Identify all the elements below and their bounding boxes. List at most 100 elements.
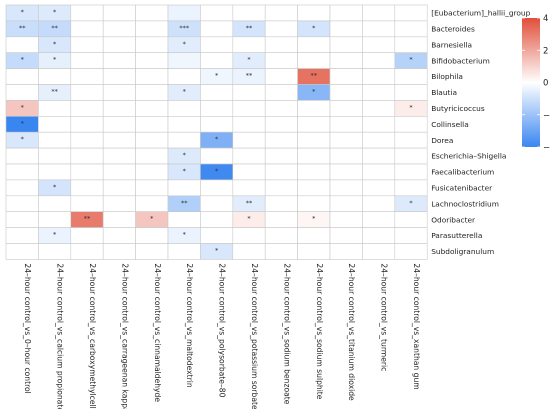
significance-marker: * [409, 199, 413, 207]
heatmap-cell [102, 195, 136, 213]
column-label: 24–hour control_vs_titanium dioxide [347, 263, 356, 401]
heatmap-cell [362, 116, 396, 133]
heatmap-cell [135, 147, 169, 165]
row-label: Barnesiella [431, 40, 472, 49]
heatmap-cell [297, 52, 331, 69]
column-label: 24–hour control_vs_calcium propionate [56, 263, 65, 409]
heatmap-cell [297, 195, 331, 213]
heatmap-cell [394, 84, 428, 101]
heatmap-cell [297, 243, 331, 260]
column-label: 24–hour control_vs_carrageenan kappa [120, 263, 129, 409]
heatmap-cell [329, 100, 363, 117]
significance-marker: ** [246, 24, 253, 32]
row-label: Parasutterella [431, 231, 482, 240]
heatmap-cell [102, 211, 136, 228]
color-legend-bar [522, 18, 540, 147]
heatmap-cell [102, 116, 136, 133]
heatmap-cell [297, 116, 331, 133]
heatmap-cell [264, 100, 298, 117]
heatmap-cell [167, 179, 201, 197]
row-label: Faecalibacterium [431, 168, 494, 177]
heatmap-cell [264, 84, 298, 101]
color-legend-ticks: 4 2 0 −2 −4 [522, 14, 550, 153]
heatmap-cell [167, 4, 201, 22]
heatmap-cell [200, 195, 234, 213]
heatmap-cell [362, 179, 396, 197]
column-label: 24–hour control_vs_polysorbate–80 [218, 263, 227, 397]
heatmap-cell [200, 227, 234, 244]
row-label: Bilophila [431, 72, 463, 81]
heatmap-cell [232, 131, 266, 149]
heatmap-cell [135, 36, 169, 53]
significance-marker: * [53, 183, 57, 191]
row-label: Odoribacter [431, 215, 476, 224]
heatmap-cell [297, 4, 331, 22]
heatmap-cell [102, 243, 136, 260]
heatmap-cell [167, 131, 201, 149]
heatmap-cell [264, 4, 298, 22]
heatmap-cell [5, 147, 39, 165]
row-label: [Eubacterium]_hallii_group [431, 9, 530, 18]
heatmap-cell [394, 20, 428, 38]
heatmap-cell [362, 163, 396, 181]
heatmap-cell [232, 147, 266, 165]
heatmap-cell [5, 227, 39, 244]
row-label: Lachnoclostridium [431, 199, 499, 208]
column-label: 24–hour control_vs_maltodextrin [185, 263, 194, 387]
significance-marker: * [53, 40, 57, 48]
heatmap-cell [102, 68, 136, 85]
heatmap-cell [135, 163, 169, 181]
heatmap-cell [102, 52, 136, 69]
heatmap-cell [394, 243, 428, 260]
row-label: Butyricicoccus [431, 104, 485, 113]
heatmap-cell [232, 243, 266, 260]
heatmap-cell [102, 36, 136, 53]
heatmap-cell [232, 179, 266, 197]
heatmap-cell [135, 84, 169, 101]
heatmap-cell [297, 147, 331, 165]
heatmap-cell [297, 163, 331, 181]
heatmap-cell [264, 195, 298, 213]
heatmap-cell [329, 179, 363, 197]
heatmap-cell [264, 116, 298, 133]
heatmap-cell [297, 100, 331, 117]
heatmap-cell [297, 227, 331, 244]
significance-marker: * [21, 135, 25, 143]
heatmap-cell [362, 195, 396, 213]
heatmap-cell [200, 52, 234, 69]
heatmap-cell [5, 243, 39, 260]
heatmap-cell [264, 211, 298, 228]
row-label: Bifidobacterium [431, 56, 490, 65]
significance-marker: ** [51, 87, 58, 95]
color-legend-tick-label: −4 [543, 143, 550, 153]
heatmap-cells [5, 4, 428, 260]
row-label: Blautia [431, 88, 457, 97]
heatmap-cell [38, 243, 72, 260]
heatmap-cell [102, 20, 136, 38]
heatmap-cell [135, 195, 169, 213]
heatmap-cell [167, 211, 201, 228]
significance-marker: * [53, 231, 57, 239]
significance-marker: * [409, 103, 413, 111]
color-legend-tick-label: −2 [543, 111, 550, 121]
heatmap-cell [135, 131, 169, 149]
column-label: 24–hour control_vs_0–hour control [23, 263, 32, 393]
significance-marker: * [183, 231, 187, 239]
significance-marker: * [409, 56, 413, 64]
row-label: Collinsella [431, 120, 469, 129]
column-label: 24–hour control_vs_turmeric [380, 263, 389, 371]
heatmap-cell [264, 131, 298, 149]
heatmap-cell [5, 84, 39, 101]
heatmap-cell [362, 84, 396, 101]
heatmap-cell [362, 4, 396, 22]
heatmap-cell [70, 163, 104, 181]
heatmap-cell [200, 147, 234, 165]
heatmap-cell [70, 52, 104, 69]
heatmap-cell [394, 147, 428, 165]
heatmap-cell [329, 116, 363, 133]
heatmap-cell [297, 179, 331, 197]
heatmap-cell [70, 20, 104, 38]
heatmap-cell [297, 131, 331, 149]
heatmap-cell [70, 68, 104, 85]
heatmap-cell [70, 147, 104, 165]
